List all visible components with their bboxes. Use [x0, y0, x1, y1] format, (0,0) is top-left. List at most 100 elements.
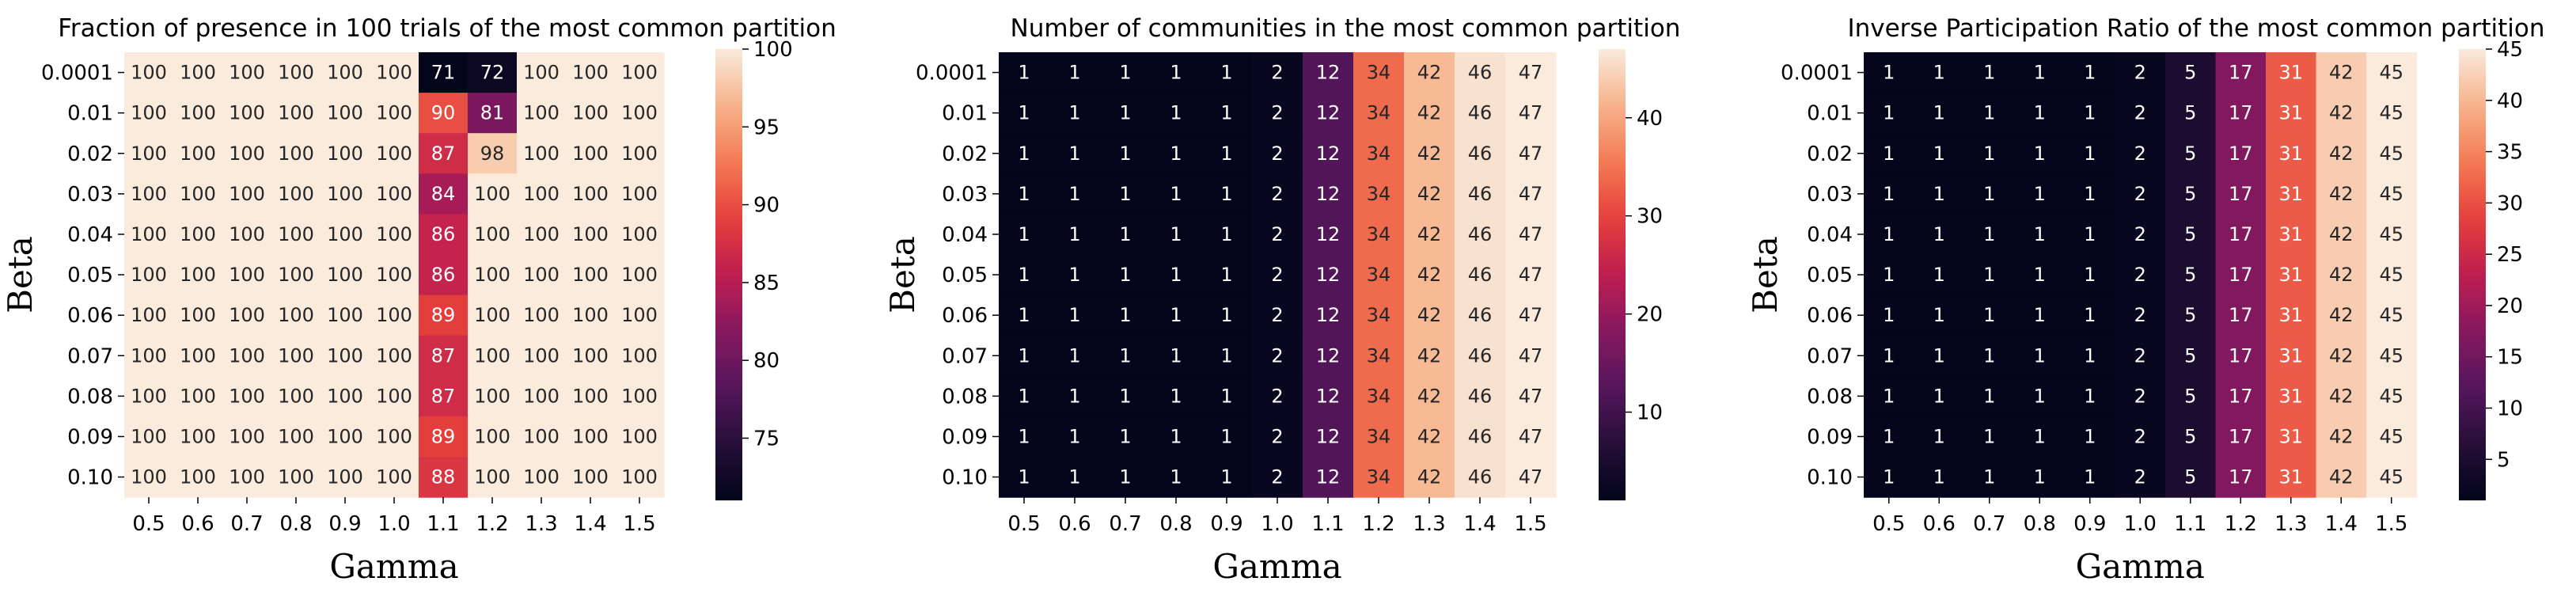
cell-value-label: 47: [1519, 223, 1543, 245]
heatmap-cell: [2065, 335, 2116, 377]
heatmap-cell: [2266, 254, 2317, 296]
heatmap-cell: [1151, 294, 1202, 336]
cell-value-label: 1: [1170, 62, 1182, 84]
cell-value-label: 72: [480, 62, 505, 84]
cell-value-label: 1: [1119, 62, 1131, 84]
cell-value-label: 100: [278, 264, 314, 286]
heatmap-cell: [222, 335, 272, 377]
cell-value-label: 1: [1018, 304, 1030, 326]
cell-value-label: 100: [572, 223, 609, 245]
cell-value-label: 100: [180, 466, 216, 488]
heatmap-cell: [1201, 214, 1253, 256]
heatmap-cell: [1100, 93, 1151, 134]
heatmap-cell: [1964, 416, 2016, 458]
cell-value-label: 89: [431, 425, 456, 447]
cell-value-label: 100: [572, 304, 609, 326]
heatmap-cell: [2366, 457, 2418, 498]
cell-value-label: 1: [1220, 183, 1232, 205]
heatmap-cell: [1201, 416, 1253, 458]
heatmap-cell: [1404, 457, 1455, 498]
x-tick-label: 0.8: [279, 512, 312, 536]
cell-value-label: 1: [2084, 264, 2096, 286]
heatmap-cell: [1505, 173, 1557, 215]
cell-value-label: 12: [1316, 385, 1341, 407]
cell-value-label: 100: [278, 142, 314, 165]
cell-value-label: 17: [2229, 466, 2253, 488]
y-tick-label: 0.01: [1807, 102, 1853, 126]
heatmap-cell: [1455, 93, 1506, 134]
heatmap-cell: [2266, 416, 2317, 458]
cell-value-label: 1: [1068, 223, 1080, 245]
cell-value-label: 1: [1933, 62, 1945, 84]
x-tick-label: 0.9: [2073, 512, 2106, 536]
cell-value-label: 2: [2134, 304, 2146, 326]
cell-value-label: 100: [180, 264, 216, 286]
heatmap-cell: [222, 457, 272, 498]
cell-value-label: 34: [1367, 102, 1391, 124]
y-axis-label: Beta: [1746, 236, 1785, 314]
heatmap-cell: [2115, 173, 2166, 215]
cell-value-label: 100: [229, 183, 265, 205]
heatmap-cell: [2165, 133, 2217, 174]
heatmap-cell: [1252, 416, 1303, 458]
heatmap-cell: [370, 93, 419, 134]
heatmap-cell: [517, 214, 567, 256]
cell-value-label: 100: [572, 264, 609, 286]
heatmap-cell: [2215, 457, 2267, 498]
cell-value-label: 42: [1417, 223, 1442, 245]
cell-value-label: 31: [2278, 385, 2303, 407]
heatmap-cell: [2014, 93, 2066, 134]
cell-value-label: 1: [1883, 425, 1895, 447]
cell-value-label: 100: [229, 102, 265, 124]
heatmap-cell: [615, 416, 665, 458]
heatmap-cell: [2115, 52, 2166, 93]
heatmap-cell: [2115, 254, 2166, 296]
heatmap-cell: [566, 416, 616, 458]
heatmap-cell: [1151, 214, 1202, 256]
heatmap-cell: [1303, 416, 1354, 458]
heatmap-cell: [2115, 375, 2166, 417]
heatmap-cell: [2215, 294, 2267, 336]
cell-value-label: 100: [131, 304, 167, 326]
cell-value-label: 12: [1316, 102, 1341, 124]
heatmap-cell: [1864, 294, 1915, 336]
cell-value-label: 1: [1883, 344, 1895, 367]
x-tick-label: 1.5: [2375, 512, 2407, 536]
heatmap-cell: [1404, 173, 1455, 215]
cell-value-label: 1: [1983, 102, 1995, 124]
cell-value-label: 100: [278, 466, 314, 488]
heatmap-cell: [1100, 173, 1151, 215]
y-tick-label: 0.0001: [41, 62, 113, 86]
colorbar-tick-label: 75: [753, 427, 780, 450]
cell-value-label: 100: [523, 223, 560, 245]
cell-value-label: 2: [2134, 344, 2146, 367]
y-tick-label: 0.10: [942, 466, 988, 490]
heatmap-cell: [2366, 416, 2418, 458]
cell-value-label: 100: [180, 385, 216, 407]
cell-value-label: 1: [1983, 385, 1995, 407]
heatmap-cell: [517, 335, 567, 377]
cell-value-label: 100: [621, 264, 658, 286]
cell-value-label: 1: [1068, 385, 1080, 407]
heatmap-cell: [1404, 335, 1455, 377]
heatmap-cell: [419, 214, 469, 256]
x-tick-label: 1.1: [427, 512, 459, 536]
cell-value-label: 42: [1417, 183, 1442, 205]
heatmap-cell: [2215, 93, 2267, 134]
heatmap-cell: [2014, 457, 2066, 498]
heatmap-cell: [2165, 173, 2217, 215]
y-tick-label: 0.03: [1807, 183, 1853, 207]
heatmap-cell: [1964, 93, 2016, 134]
heatmap-cell: [1455, 335, 1506, 377]
cell-value-label: 2: [1271, 102, 1283, 124]
cell-value-label: 17: [2229, 264, 2253, 286]
cell-value-label: 46: [1468, 142, 1493, 165]
chart-title: Number of communities in the most common…: [1011, 14, 1681, 43]
cell-value-label: 31: [2278, 304, 2303, 326]
cell-value-label: 100: [131, 425, 167, 447]
heatmap-cell: [2215, 416, 2267, 458]
x-tick-label: 1.2: [1362, 512, 1394, 536]
cell-value-label: 100: [229, 142, 265, 165]
cell-value-label: 100: [376, 385, 412, 407]
cell-value-label: 100: [229, 62, 265, 84]
